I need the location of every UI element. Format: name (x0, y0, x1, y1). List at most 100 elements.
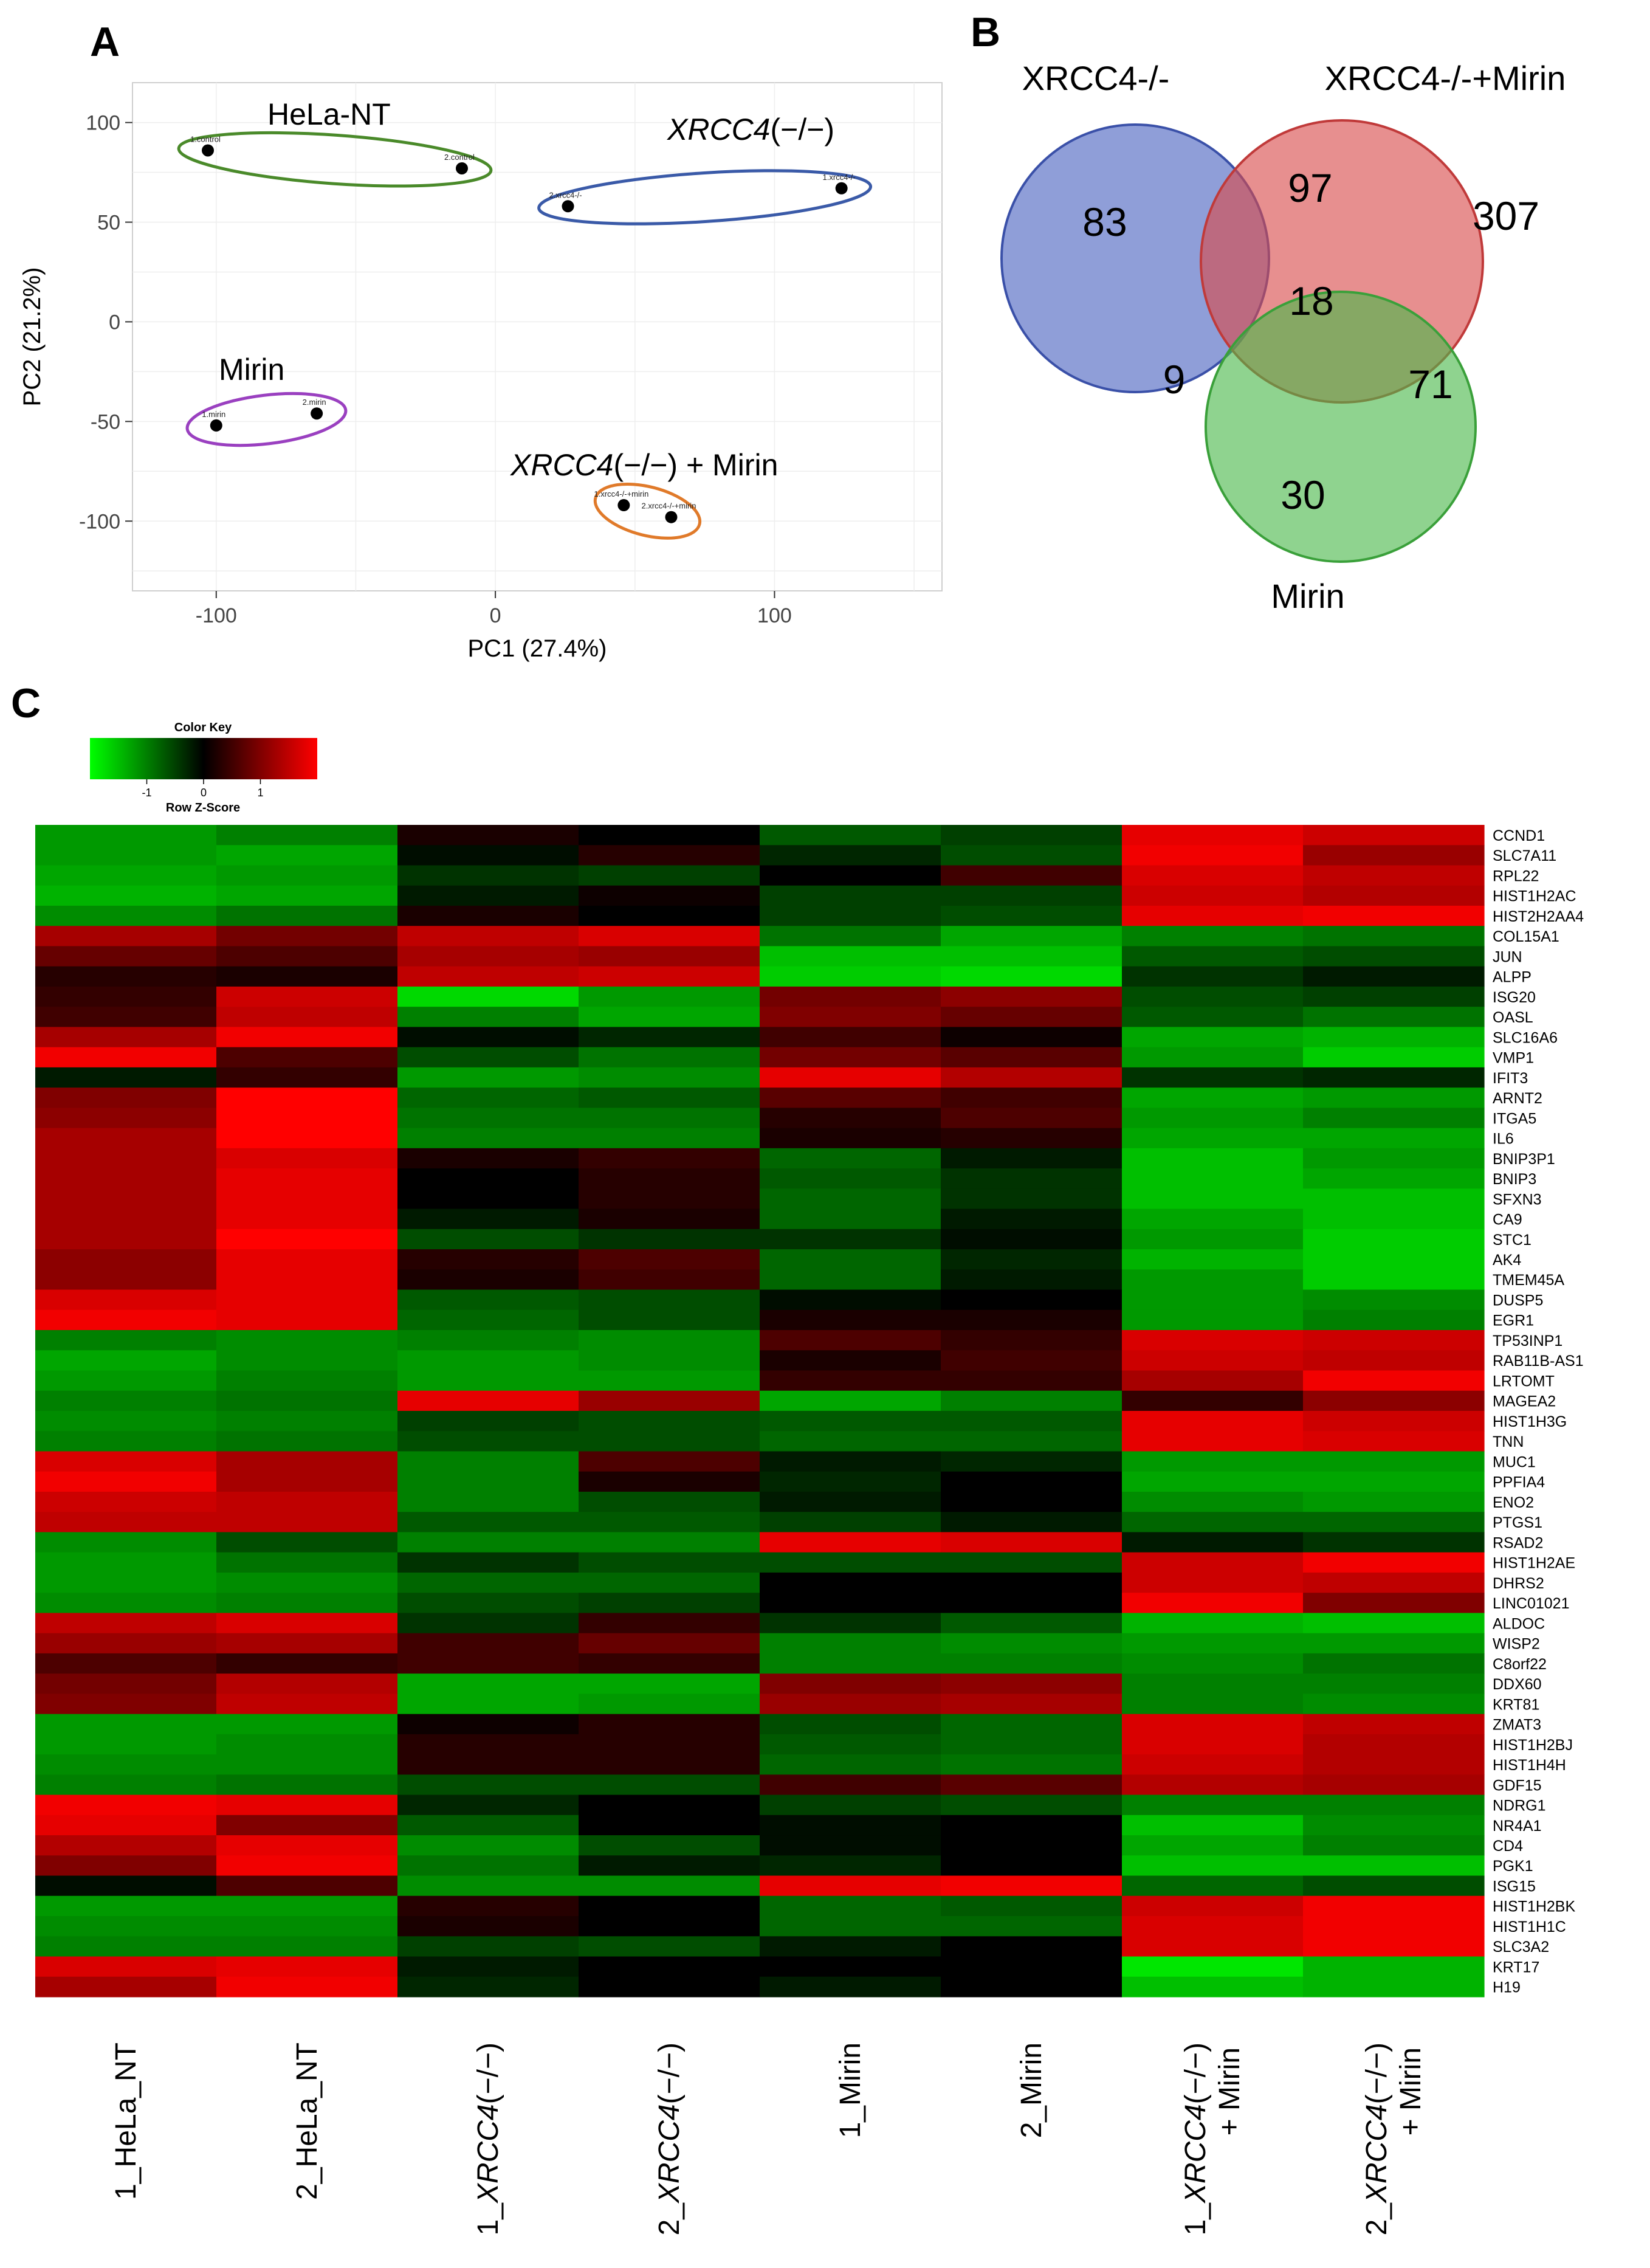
heatmap-cell (1122, 1411, 1304, 1432)
heatmap-cell (941, 1208, 1122, 1230)
heatmap-cell (216, 1289, 398, 1311)
heatmap-cell (1303, 1895, 1485, 1917)
heatmap-cell (1303, 1027, 1485, 1048)
heatmap-cell (760, 1269, 941, 1291)
heatmap-cell (760, 946, 941, 967)
heatmap-cell (941, 946, 1122, 967)
pca-group-label: Mirin (219, 353, 284, 387)
heatmap-cell (579, 1249, 760, 1270)
heatmap-cell (1122, 1128, 1304, 1149)
heatmap-cell (579, 1128, 760, 1149)
heatmap-cell (760, 1087, 941, 1108)
heatmap-cell (1122, 1613, 1304, 1634)
heatmap-cell (579, 1593, 760, 1614)
heatmap-cell (35, 905, 217, 926)
heatmap-cell (216, 1350, 398, 1371)
heatmap-cell (941, 1350, 1122, 1371)
heatmap-cell (216, 1714, 398, 1735)
heatmap-cell (1303, 1976, 1485, 1997)
heatmap-cell (216, 926, 398, 947)
heatmap-row-label: HIST1H2BJ (1493, 1737, 1573, 1754)
heatmap-cell (1303, 986, 1485, 1007)
heatmap-cell (760, 1936, 941, 1957)
heatmap-cell (579, 1047, 760, 1068)
pca-x-ticks: -100 0 100 (196, 591, 792, 627)
heatmap-row-label: KRT17 (1493, 1959, 1539, 1976)
venn-set-label-xrcc4-mirin: XRCC4-/-+Mirin (1325, 59, 1566, 97)
heatmap-cell (397, 885, 579, 906)
heatmap-cell (1303, 1229, 1485, 1250)
heatmap-cell (760, 1734, 941, 1755)
heatmap-cell (216, 1633, 398, 1654)
heatmap-row-label: HIST2H2AA4 (1493, 908, 1584, 925)
pca-grid (132, 83, 942, 591)
heatmap-cell (35, 865, 217, 886)
heatmap-cell (760, 1431, 941, 1452)
heatmap-cell (760, 1491, 941, 1512)
heatmap-cell (1122, 1572, 1304, 1593)
heatmap-cell (1122, 966, 1304, 987)
heatmap-cell (1122, 1794, 1304, 1816)
heatmap-row-label: OASL (1493, 1009, 1533, 1026)
heatmap-cell (216, 865, 398, 886)
heatmap-cell (397, 1309, 579, 1331)
heatmap-cell (35, 1815, 217, 1836)
heatmap-cell (1303, 1067, 1485, 1088)
heatmap-cell (1303, 1168, 1485, 1189)
heatmap-cell (941, 1471, 1122, 1492)
heatmap-cell (1122, 1512, 1304, 1533)
heatmap-cell (579, 1673, 760, 1694)
heatmap-cell (397, 1148, 579, 1169)
venn-count-xrcc4-and-xrcc4-mirin: 97 (1288, 165, 1332, 210)
heatmap-cell (1122, 845, 1304, 866)
heatmap-cell (35, 1471, 217, 1492)
heatmap-cell (941, 1491, 1122, 1512)
heatmap-row-label: GDF15 (1493, 1777, 1542, 1794)
heatmap-cell (397, 1673, 579, 1694)
heatmap-cell (1303, 845, 1485, 866)
heatmap-row-labels: CCND1 SLC7A11 RPL22 HIST1H2AC HIST2H2AA4 COL1… (1493, 827, 1584, 1996)
heatmap-cell (941, 1714, 1122, 1735)
heatmap-row-label: H19 (1493, 1979, 1521, 1996)
heatmap-cell (941, 1815, 1122, 1836)
heatmap-column-label: 1_XRCC4(−/−) (472, 2042, 504, 2235)
heatmap-cell (760, 1350, 941, 1371)
heatmap-cell (1122, 986, 1304, 1007)
heatmap-cell (941, 845, 1122, 866)
heatmap-cell (216, 1370, 398, 1391)
heatmap-cell (941, 1855, 1122, 1877)
heatmap-cell (397, 1087, 579, 1108)
heatmap-cell (1122, 1552, 1304, 1573)
heatmap-cell (579, 1168, 760, 1189)
pca-point-label: 2.control (444, 153, 475, 162)
heatmap-cell (1122, 1330, 1304, 1351)
heatmap-cell (216, 1916, 398, 1937)
heatmap-row-label: STC1 (1493, 1232, 1531, 1249)
heatmap-cell (35, 1593, 217, 1614)
heatmap-cell (216, 1229, 398, 1250)
heatmap-row-label: TP53INP1 (1493, 1332, 1562, 1349)
heatmap-cell (397, 1653, 579, 1674)
heatmap-cell (397, 1512, 579, 1533)
heatmap-cell (35, 1633, 217, 1654)
heatmap-row-label: RPL22 (1493, 867, 1539, 884)
heatmap-cell (1122, 1956, 1304, 1977)
heatmap-cell (579, 1229, 760, 1250)
pca-y-tick-label: 100 (86, 112, 120, 135)
heatmap-cell (216, 1956, 398, 1977)
heatmap-cell (216, 1613, 398, 1634)
venn-set-label-xrcc4: XRCC4-/- (1022, 59, 1170, 97)
heatmap-row-label: IFIT3 (1493, 1070, 1528, 1087)
heatmap-cell (35, 1532, 217, 1553)
heatmap-cell (1122, 1875, 1304, 1897)
heatmap-cell (1122, 1208, 1304, 1230)
heatmap-row-label: PGK1 (1493, 1858, 1533, 1875)
heatmap-row-label: SLC16A6 (1493, 1029, 1558, 1046)
heatmap-cell (1122, 946, 1304, 967)
heatmap-cell (216, 1532, 398, 1553)
heatmap-cell (579, 1835, 760, 1856)
heatmap-row-label: TNN (1493, 1433, 1524, 1450)
heatmap-cell (1303, 1653, 1485, 1674)
heatmap-cell (35, 1451, 217, 1472)
heatmap-cell (579, 865, 760, 886)
